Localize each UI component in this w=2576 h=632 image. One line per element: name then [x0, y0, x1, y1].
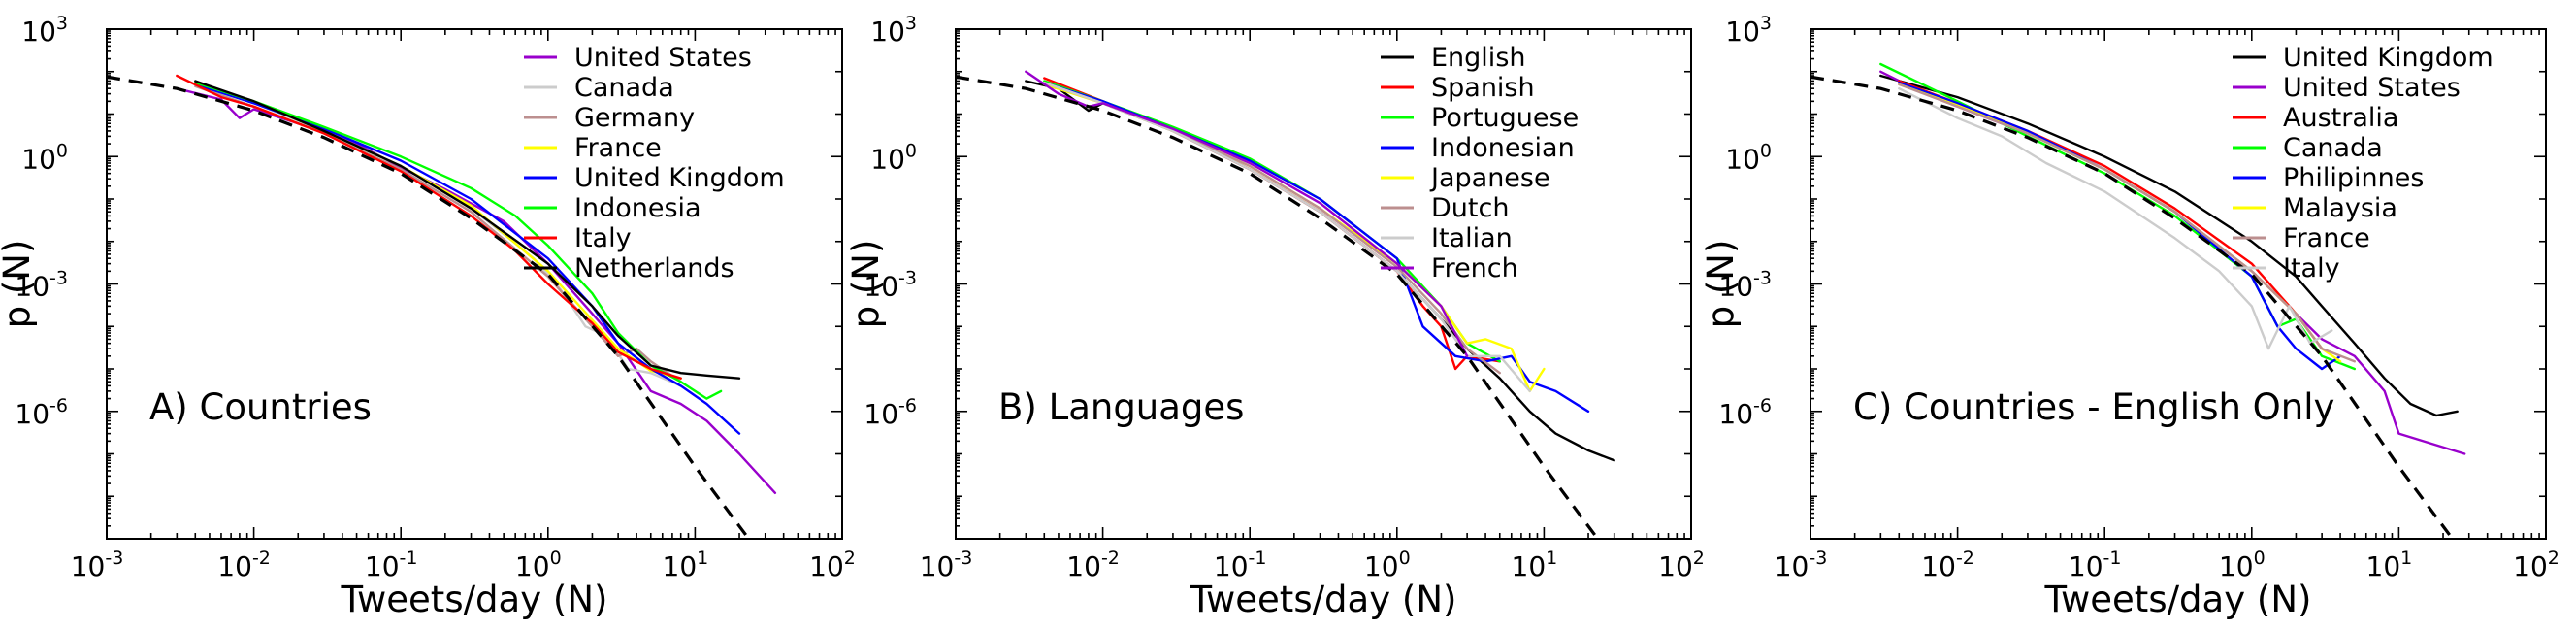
x-tick-label: 102	[809, 548, 856, 582]
panel-label: A) Countries	[149, 386, 372, 428]
series-line-french	[1025, 70, 1469, 357]
plot-frame	[106, 28, 843, 540]
panel-label: C) Countries - English Only	[1853, 386, 2334, 428]
legend-entry: United States	[574, 43, 752, 73]
y-tick-label: 103	[870, 13, 917, 48]
x-tick-label: 101	[2366, 548, 2413, 582]
x-tick-label: 10-3	[1775, 548, 1828, 582]
series-line-united-states	[176, 86, 777, 494]
series-line-united-kingdom	[1879, 74, 2459, 417]
x-tick-label: 101	[663, 548, 709, 582]
legend-entry: French	[1431, 253, 1518, 283]
series-group	[107, 74, 777, 539]
y-tick-label: 100	[1725, 140, 1772, 175]
panel-label: B) Languages	[998, 386, 1244, 428]
x-tick-label: 101	[1512, 548, 1558, 582]
legend-entry: Italian	[1431, 223, 1513, 253]
legend-entry: Canada	[574, 73, 674, 103]
y-tick-label: 10-3	[15, 268, 68, 303]
y-tick-label: 10-6	[15, 395, 68, 430]
series-line-indonesia	[194, 81, 723, 400]
series-line-united-kingdom	[194, 83, 741, 435]
legend-entry: Spanish	[1431, 73, 1535, 103]
x-tick-label: 10-1	[365, 548, 418, 582]
legend-entry: Philipinnes	[2283, 163, 2424, 193]
y-tick-label: 10-6	[1718, 395, 1772, 430]
legend-entry: France	[574, 133, 662, 163]
plot-frame	[1810, 28, 2547, 540]
legend-entry: Malaysia	[2283, 193, 2397, 223]
series-line-italy	[1898, 86, 2333, 350]
legend-entry: France	[2283, 223, 2370, 253]
legend-entry: United Kingdom	[2283, 43, 2494, 73]
x-tick-label: 10-2	[1921, 548, 1974, 582]
x-tick-label: 100	[2219, 548, 2266, 582]
series-line-netherlands	[194, 80, 741, 380]
y-axis-title: p (N)	[1700, 240, 1742, 329]
y-axis-title: p (N)	[0, 240, 38, 329]
legend-entry: United States	[2283, 73, 2461, 103]
x-axis-title: Tweets/day (N)	[1190, 579, 1457, 620]
y-tick-label: 103	[21, 13, 68, 48]
chart-panel-3: 10-3 10-2 10-1 100 101 102 10-6 10-3 100 103 Tweet…	[1700, 13, 2560, 620]
x-axis-title: Tweets/day (N)	[341, 579, 608, 620]
x-tick-label: 102	[2513, 548, 2560, 582]
series-group	[956, 70, 1615, 539]
fit-curve	[107, 75, 751, 539]
legend-entry: Japanese	[1429, 163, 1550, 193]
x-tick-label: 10-1	[2069, 548, 2122, 582]
series-line-philipinnes	[1898, 81, 2342, 371]
legend-entry: Indonesia	[574, 193, 701, 223]
x-tick-label: 10-3	[920, 548, 973, 582]
legend-entry: United Kingdom	[574, 163, 785, 193]
legend-entry: Indonesian	[1431, 133, 1575, 163]
y-tick-label: 10-6	[864, 395, 917, 430]
legend-entry: Netherlands	[574, 253, 734, 283]
legend-entry: Dutch	[1431, 193, 1509, 223]
legend-entry: Italy	[574, 223, 632, 253]
legend-entry: Germany	[574, 103, 695, 133]
legend-entry: Canada	[2283, 133, 2383, 163]
legend-entry: English	[1431, 43, 1526, 73]
y-axis-title: p (N)	[845, 240, 887, 329]
y-tick-label: 100	[870, 140, 917, 175]
x-tick-label: 10-2	[217, 548, 271, 582]
y-tick-label: 100	[21, 140, 68, 175]
x-tick-label: 10-1	[1214, 548, 1267, 582]
chart-panel-1: 10-3 10-2 10-1 100 101 102 10-6 10-3 100 103 Tweet…	[0, 13, 856, 620]
x-tick-label: 10-3	[71, 548, 124, 582]
x-tick-label: 10-2	[1066, 548, 1120, 582]
chart-panel-2: 10-3 10-2 10-1 100 101 102 10-6 10-3 100 103 Tweet…	[845, 13, 1705, 620]
x-tick-label: 100	[1364, 548, 1411, 582]
legend: EnglishSpanishPortugueseIndonesianJapane…	[1381, 43, 1579, 283]
legend-entry: Australia	[2283, 103, 2398, 133]
y-tick-label: 10-3	[1718, 268, 1772, 303]
x-tick-label: 100	[515, 548, 562, 582]
plot-frame	[955, 28, 1692, 540]
x-axis-title: Tweets/day (N)	[2044, 579, 2312, 620]
y-tick-label: 103	[1725, 13, 1772, 48]
y-tick-label: 10-3	[864, 268, 917, 303]
series-line-italy	[176, 74, 682, 380]
series-group	[1810, 62, 2466, 539]
legend-entry: Italy	[2283, 253, 2340, 283]
series-line-france	[1898, 83, 2357, 363]
legend-entry: Portuguese	[1431, 103, 1579, 133]
x-tick-label: 102	[1658, 548, 1705, 582]
